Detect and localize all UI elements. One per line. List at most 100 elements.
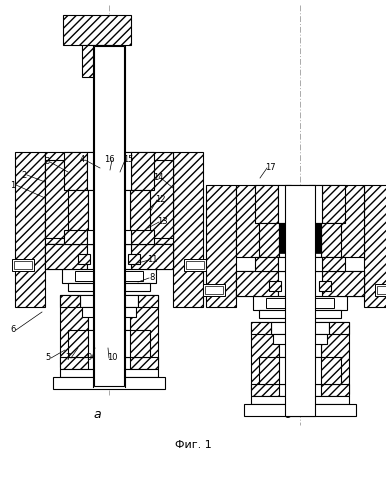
Bar [82, 45, 112, 77]
Bar [278, 271, 322, 296]
Bar [14, 261, 32, 269]
Bar [131, 230, 154, 244]
Bar [251, 384, 349, 396]
Bar [279, 223, 296, 253]
Bar [88, 190, 130, 244]
Bar [68, 330, 150, 357]
Text: 12: 12 [155, 196, 165, 204]
Text: 13: 13 [157, 218, 167, 226]
Bar [131, 152, 154, 190]
Bar [259, 310, 341, 318]
Bar [93, 46, 99, 387]
Text: 10: 10 [107, 354, 117, 362]
Bar [94, 46, 124, 386]
Bar [322, 271, 364, 296]
Bar [68, 190, 88, 244]
Bar [253, 296, 347, 310]
Text: 9: 9 [86, 354, 91, 362]
Bar [329, 322, 349, 334]
Bar [278, 257, 322, 271]
Bar [273, 334, 327, 344]
Bar [87, 230, 131, 244]
Bar [87, 152, 131, 190]
Bar [279, 322, 321, 396]
Text: б: б [284, 408, 292, 422]
Text: 16: 16 [104, 156, 114, 164]
Bar [88, 330, 130, 357]
Bar [251, 322, 271, 334]
Bar [251, 322, 279, 394]
Bar [64, 152, 87, 190]
Bar [377, 286, 386, 294]
Bar [63, 15, 131, 45]
Text: а: а [93, 408, 101, 422]
Bar [15, 152, 45, 307]
Bar [80, 295, 138, 307]
Bar [12, 259, 34, 271]
Bar [236, 271, 364, 296]
Bar [82, 307, 136, 317]
Text: 4: 4 [80, 156, 85, 164]
Text: 6: 6 [10, 326, 16, 334]
Bar [279, 357, 321, 384]
Text: Фиг. 1: Фиг. 1 [174, 440, 212, 450]
Bar [93, 46, 125, 387]
Text: 7: 7 [65, 354, 71, 362]
Text: 14: 14 [153, 174, 163, 182]
Bar [304, 223, 321, 253]
Bar [322, 185, 345, 223]
Bar [259, 357, 341, 384]
Text: 11: 11 [147, 256, 157, 264]
Bar [64, 230, 87, 244]
Bar [138, 295, 158, 307]
Bar [45, 244, 173, 269]
Bar [206, 185, 236, 307]
Text: 8: 8 [149, 274, 155, 282]
Bar [278, 185, 322, 223]
Bar [87, 152, 131, 244]
Bar [244, 404, 356, 416]
Bar [279, 223, 321, 257]
Bar [87, 244, 131, 269]
Bar [75, 271, 143, 281]
Text: 15: 15 [123, 156, 133, 164]
Bar [78, 254, 90, 264]
Text: 1: 1 [10, 180, 15, 190]
Bar [131, 244, 173, 269]
Bar [130, 190, 150, 244]
Bar [203, 284, 225, 296]
Bar [88, 295, 130, 369]
Text: 17: 17 [265, 164, 275, 172]
Bar [131, 160, 173, 238]
Bar [251, 396, 349, 404]
Text: 3: 3 [44, 158, 50, 166]
Bar [184, 259, 206, 271]
Bar [266, 298, 334, 308]
Bar [255, 257, 278, 271]
Bar [205, 286, 223, 294]
Bar [68, 283, 150, 291]
Bar [322, 257, 345, 271]
Bar [60, 295, 88, 367]
Bar [236, 271, 278, 296]
Bar [45, 152, 100, 244]
Bar [255, 185, 278, 223]
Bar [173, 152, 203, 307]
Bar [309, 185, 364, 257]
Bar [186, 261, 204, 269]
Bar [321, 322, 349, 394]
Bar [45, 160, 87, 238]
Bar [271, 322, 329, 334]
Bar [128, 254, 140, 264]
Bar [60, 357, 158, 369]
Bar [60, 369, 158, 377]
Bar [375, 284, 386, 296]
Bar [321, 223, 341, 257]
Bar [236, 185, 291, 257]
Bar [259, 223, 279, 257]
Bar [130, 295, 158, 367]
Text: 2: 2 [21, 170, 27, 179]
Bar [319, 281, 331, 291]
Bar [53, 377, 165, 389]
Bar [364, 185, 386, 307]
